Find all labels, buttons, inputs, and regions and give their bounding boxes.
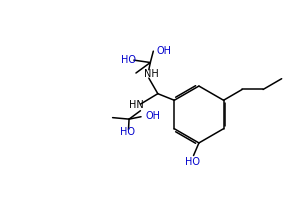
Text: OH: OH — [157, 46, 172, 55]
Text: OH: OH — [146, 111, 160, 121]
Text: HO: HO — [120, 127, 135, 137]
Text: HO: HO — [121, 54, 136, 65]
Text: HO: HO — [184, 157, 200, 167]
Text: HN: HN — [128, 100, 143, 110]
Text: NH: NH — [144, 69, 159, 79]
